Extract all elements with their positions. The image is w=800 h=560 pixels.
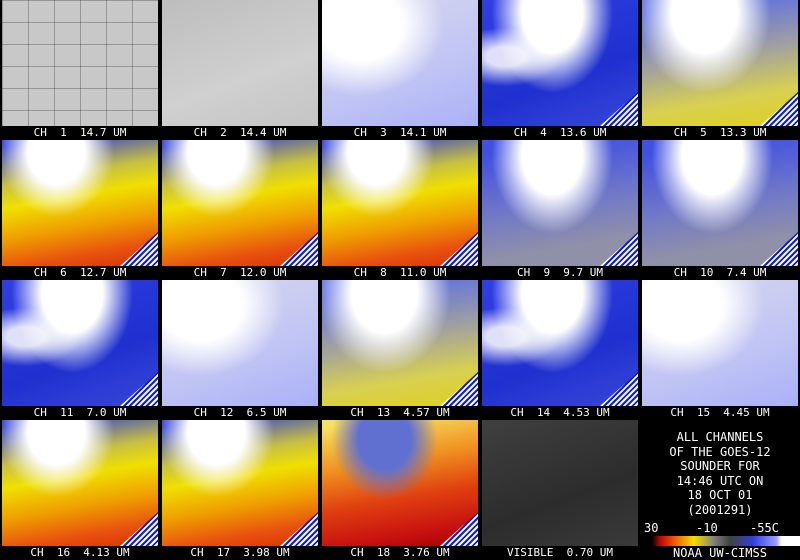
panel: CH 10 7.4 UM	[640, 140, 800, 280]
panel-image	[162, 0, 318, 126]
panel-label: CH 9 9.7 UM	[516, 266, 604, 279]
coast-edge	[280, 232, 318, 266]
panel-image	[162, 280, 318, 406]
panel-image	[642, 280, 798, 406]
coast-edge	[120, 232, 158, 266]
panel-label: CH 16 4.13 UM	[30, 546, 130, 559]
panel-label: CH 18 3.76 UM	[350, 546, 450, 559]
panel: CH 4 13.6 UM	[480, 0, 640, 140]
info-line: 18 OCT 01	[687, 488, 753, 502]
info-text: ALL CHANNELS OF THE GOES-12 SOUNDER FOR 14:…	[640, 430, 800, 517]
panel-label: CH 15 4.45 UM	[670, 406, 770, 419]
panel-image	[322, 420, 478, 546]
panel-image	[322, 140, 478, 266]
panel: CH 17 3.98 UM	[160, 420, 320, 560]
coast-edge	[440, 512, 478, 546]
panel: CH 15 4.45 UM	[640, 280, 800, 420]
info-line: ALL CHANNELS	[676, 430, 764, 444]
colorbar	[644, 536, 800, 546]
panel: CH 9 9.7 UM	[480, 140, 640, 280]
panel-image	[2, 140, 158, 266]
panel: CH 13 4.57 UM	[320, 280, 480, 420]
panel: CH 3 14.1 UM	[320, 0, 480, 140]
panel: CH 5 13.3 UM	[640, 0, 800, 140]
coast-edge	[440, 372, 478, 406]
panel-image	[162, 140, 318, 266]
coast-edge	[120, 512, 158, 546]
panel-image	[162, 420, 318, 546]
coast-edge	[600, 92, 638, 126]
panel: CH 1 14.7 UM	[0, 0, 160, 140]
info-line: 14:46 UTC ON	[676, 473, 764, 488]
colorbar-label: -10	[696, 521, 718, 535]
panel-image	[482, 280, 638, 406]
panel-label: CH 14 4.53 UM	[510, 406, 610, 419]
panel-image	[2, 420, 158, 546]
coast-edge	[760, 232, 798, 266]
panel-image	[2, 0, 158, 126]
panel-image	[482, 0, 638, 126]
panel: CH 16 4.13 UM	[0, 420, 160, 560]
coast-edge	[280, 512, 318, 546]
panel-label: CH 7 12.0 UM	[193, 266, 287, 279]
panel: CH 14 4.53 UM	[480, 280, 640, 420]
colorbar-label: -55C	[750, 521, 779, 535]
coast-edge	[600, 372, 638, 406]
panel: VISIBLE 0.70 UM	[480, 420, 640, 560]
coast-edge	[760, 92, 798, 126]
panel-image	[322, 280, 478, 406]
panel-image	[2, 280, 158, 406]
panel: CH 11 7.0 UM	[0, 280, 160, 420]
panel-image	[642, 0, 798, 126]
coast-edge	[120, 372, 158, 406]
info-line: (2001291)	[687, 502, 753, 517]
panel: CH 6 12.7 UM	[0, 140, 160, 280]
panel-label: CH 11 7.0 UM	[33, 406, 127, 419]
panel-label: CH 10 7.4 UM	[673, 266, 767, 279]
panel-label: CH 4 13.6 UM	[513, 126, 607, 139]
panel-label: CH 1 14.7 UM	[33, 126, 127, 139]
panel-label: CH 2 14.4 UM	[193, 126, 287, 139]
panel: CH 12 6.5 UM	[160, 280, 320, 420]
panel: CH 2 14.4 UM	[160, 0, 320, 140]
panel-image	[482, 420, 638, 546]
panel: CH 18 3.76 UM	[320, 420, 480, 560]
panel-label: CH 6 12.7 UM	[33, 266, 127, 279]
panel-label: CH 17 3.98 UM	[190, 546, 290, 559]
panel-label: CH 5 13.3 UM	[673, 126, 767, 139]
panel-label: CH 8 11.0 UM	[353, 266, 447, 279]
colorbar-label: 30	[644, 521, 659, 535]
panel-label: VISIBLE 0.70 UM	[507, 546, 613, 559]
panel-label: CH 12 6.5 UM	[193, 406, 287, 419]
coast-edge	[600, 232, 638, 266]
info-line: OF THE GOES-12	[669, 444, 771, 459]
info-line: SOUNDER FOR	[680, 459, 760, 473]
credit: NOAA UW-CIMSS	[673, 546, 767, 560]
panel: CH 8 11.0 UM	[320, 140, 480, 280]
panel-label: CH 13 4.57 UM	[350, 406, 450, 419]
coast-edge	[440, 232, 478, 266]
panel-image	[322, 0, 478, 126]
panel-label: CH 3 14.1 UM	[353, 126, 447, 139]
panel-image	[642, 140, 798, 266]
colorbar-labels: 30 -10 -55C	[644, 521, 800, 535]
panel-image	[482, 140, 638, 266]
panel: CH 7 12.0 UM	[160, 140, 320, 280]
